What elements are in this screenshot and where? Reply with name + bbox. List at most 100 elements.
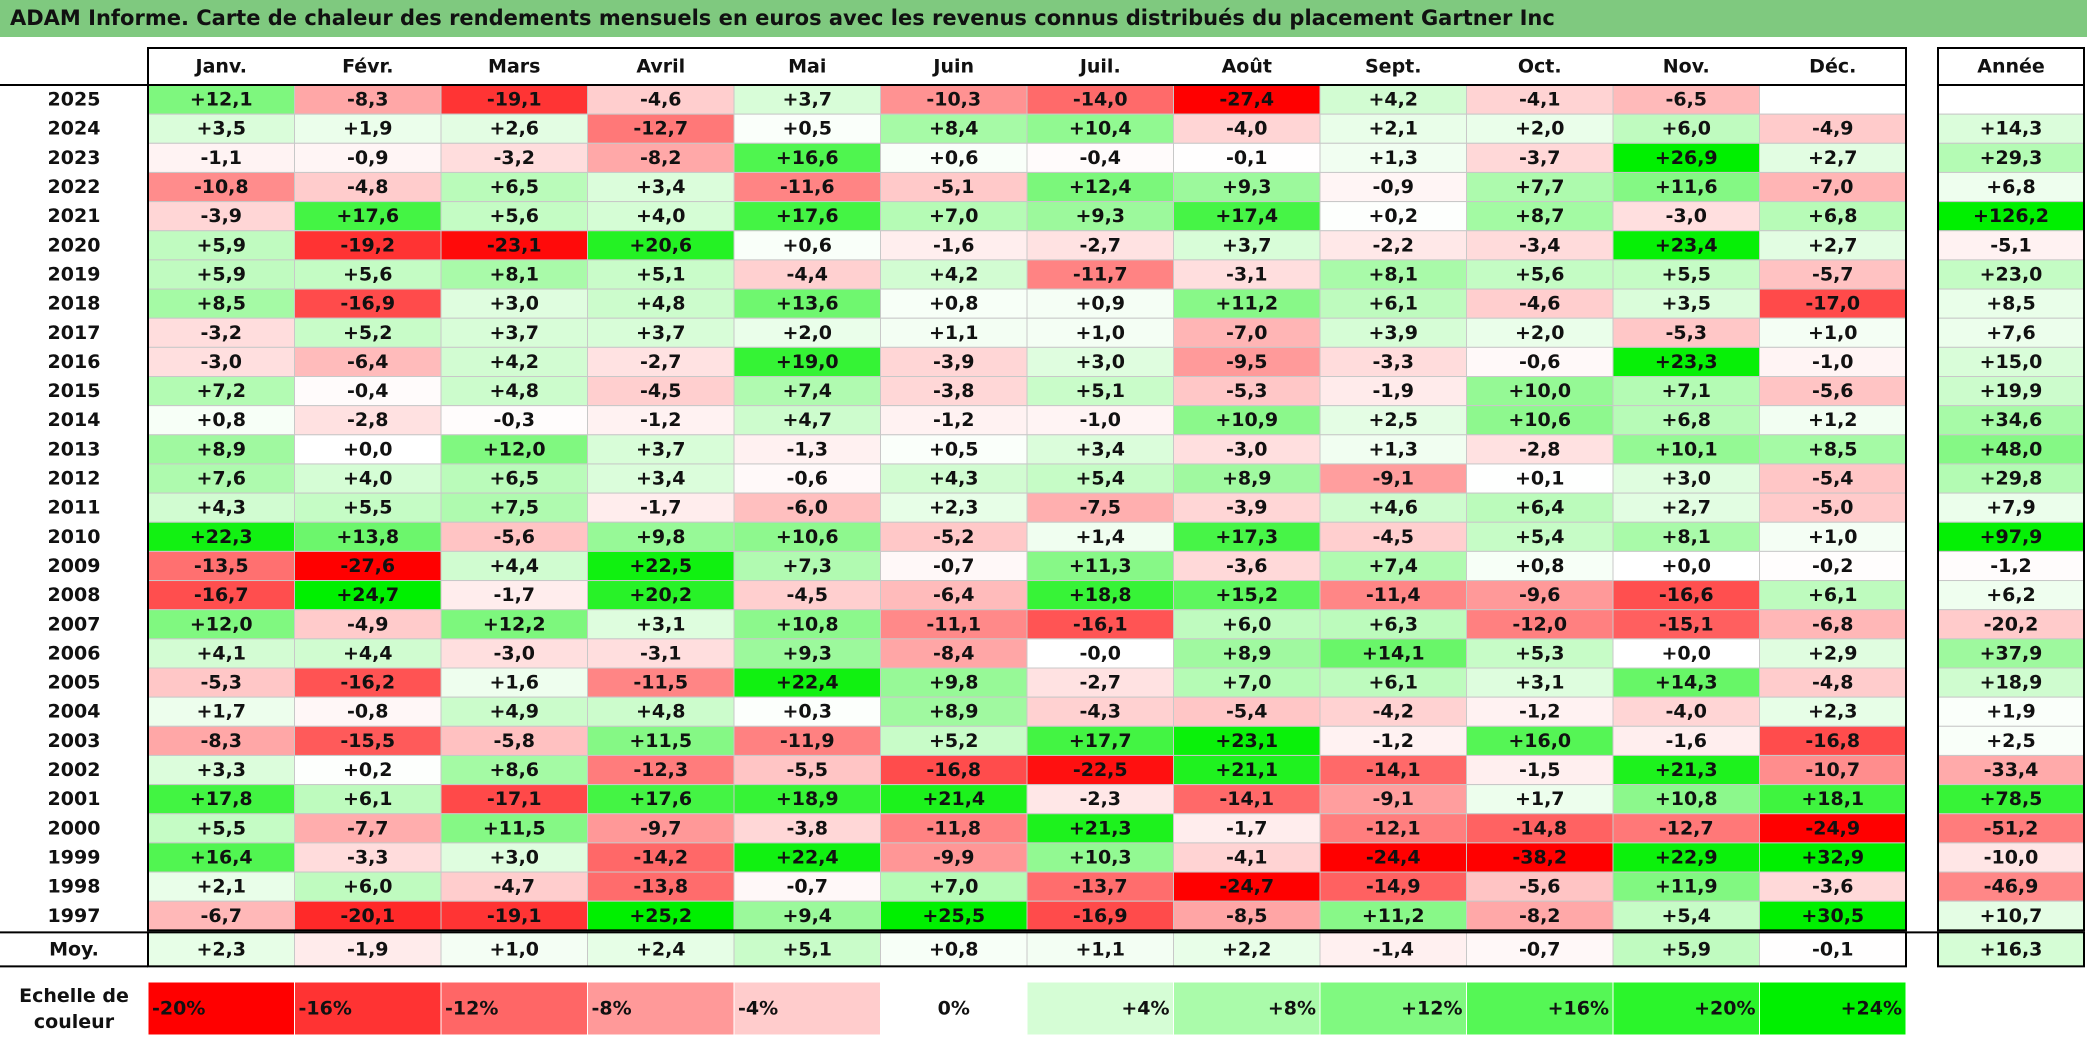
annual-value: +8,5 — [1986, 293, 2036, 315]
cell-value: +7,4 — [782, 380, 832, 402]
color-scale-swatch — [147, 981, 295, 1036]
heatmap-cell — [880, 667, 1028, 698]
year-label-2015: 2015 — [48, 380, 101, 402]
cell-value: +3,0 — [489, 846, 539, 868]
annual-value: +37,9 — [1980, 642, 2043, 664]
heatmap-cell — [1466, 142, 1614, 173]
cell-value: +3,0 — [1661, 468, 1711, 490]
heatmap-cell — [440, 171, 588, 203]
annual-value: -46,9 — [1984, 876, 2039, 898]
cell-value: -3,2 — [200, 322, 242, 344]
cell-value: +8,1 — [1661, 526, 1711, 548]
month-header-5: Mai — [788, 56, 826, 78]
cell-value: +9,3 — [1075, 205, 1125, 227]
month-header-4: Avril — [636, 56, 685, 78]
cell-value: +4,3 — [196, 497, 246, 519]
heatmap-cell — [880, 784, 1028, 815]
year-label-1998: 1998 — [48, 876, 101, 898]
cell-value: +0,0 — [343, 438, 393, 460]
cell-value: -4,0 — [1665, 701, 1707, 723]
heatmap-cell — [1466, 463, 1614, 494]
month-header-1: Janv. — [194, 56, 247, 78]
cell-value: -1,2 — [1372, 730, 1414, 752]
cell-value: -2,8 — [347, 409, 389, 431]
cell-value: -14,8 — [1512, 817, 1567, 839]
color-scale-swatch — [880, 981, 1028, 1036]
heatmap-cell — [1612, 813, 1760, 844]
average-value: +5,9 — [1661, 938, 1711, 960]
cell-value: -13,5 — [194, 555, 249, 577]
annual-cell — [1937, 900, 2085, 931]
cell-value: +5,5 — [343, 497, 393, 519]
heatmap-cell — [294, 725, 442, 756]
cell-value: +8,9 — [196, 438, 246, 460]
heatmap-cell — [294, 434, 442, 465]
cell-value: +6,8 — [1808, 205, 1858, 227]
heatmap-cell — [587, 405, 735, 436]
color-scale-swatch — [1319, 981, 1467, 1036]
cell-value: +18,9 — [776, 788, 839, 810]
annual-value: +126,2 — [1973, 205, 2049, 227]
cell-value: +9,3 — [782, 642, 832, 664]
heatmap-cell — [1466, 609, 1614, 640]
color-scale-step-label: +16% — [1548, 998, 1609, 1020]
heatmap-cell — [1173, 434, 1321, 465]
heatmap-cell — [1759, 492, 1907, 523]
cell-value: -14,9 — [1366, 876, 1421, 898]
cell-value: +1,4 — [1075, 526, 1125, 548]
heatmap-cell — [733, 813, 881, 844]
cell-value: -6,7 — [200, 905, 242, 927]
cell-value: -4,2 — [1372, 701, 1414, 723]
heatmap-cell — [147, 113, 295, 144]
year-label-2016: 2016 — [48, 351, 101, 373]
cell-value: -12,0 — [1512, 613, 1567, 635]
cell-value: -1,7 — [640, 497, 682, 519]
cell-value: +21,3 — [1655, 759, 1718, 781]
heatmap-cell — [587, 463, 735, 494]
cell-value: -14,1 — [1366, 759, 1421, 781]
cell-value: -4,5 — [786, 584, 828, 606]
cell-value: -4,5 — [1372, 526, 1414, 548]
cell-value: +3,4 — [636, 468, 686, 490]
cell-value: -15,5 — [340, 730, 395, 752]
cell-value: +24,7 — [336, 584, 399, 606]
color-scale-swatch — [1759, 981, 1907, 1036]
cell-value: -3,1 — [1226, 263, 1268, 285]
cell-value: +12,4 — [1069, 176, 1132, 198]
heatmap-cell — [1759, 142, 1907, 173]
cell-value: -12,7 — [633, 118, 688, 140]
color-scale-swatch — [294, 981, 442, 1036]
heatmap-cell — [440, 900, 588, 931]
cell-value: +25,2 — [629, 905, 692, 927]
cell-value: +21,1 — [1215, 759, 1278, 781]
heatmap-cell — [1612, 900, 1760, 931]
cell-value: -2,7 — [1079, 672, 1121, 694]
heatmap-cell — [147, 142, 295, 173]
cell-value: -0,0 — [1079, 642, 1121, 664]
cell-value: +5,4 — [1075, 468, 1125, 490]
heatmap-cell — [733, 842, 881, 873]
cell-value: +11,2 — [1215, 293, 1278, 315]
heatmap-cell — [1319, 754, 1467, 786]
cell-value: -1,2 — [640, 409, 682, 431]
month-header-8: Août — [1222, 56, 1272, 78]
heatmap-cell — [440, 317, 588, 348]
average-cell — [1319, 931, 1467, 967]
cell-value: +3,3 — [196, 759, 246, 781]
cell-value: +6,5 — [489, 176, 539, 198]
cell-value: -0,2 — [1812, 555, 1854, 577]
color-scale-step-label: -20% — [152, 998, 205, 1020]
cell-value: +14,3 — [1655, 672, 1718, 694]
heatmap-cell — [440, 463, 588, 494]
annual-value: +48,0 — [1980, 438, 2043, 460]
average-value: -0,7 — [1519, 938, 1561, 960]
heatmap-cell — [1173, 142, 1321, 173]
annual-cell — [1937, 550, 2085, 582]
color-scale-swatch — [1173, 981, 1321, 1036]
cell-value: +2,9 — [1808, 642, 1858, 664]
heatmap-cell — [1759, 725, 1907, 756]
heatmap-cell — [733, 346, 881, 378]
cell-value: +3,5 — [196, 118, 246, 140]
cell-value: -14,0 — [1073, 89, 1128, 111]
heatmap-cell — [147, 376, 295, 407]
